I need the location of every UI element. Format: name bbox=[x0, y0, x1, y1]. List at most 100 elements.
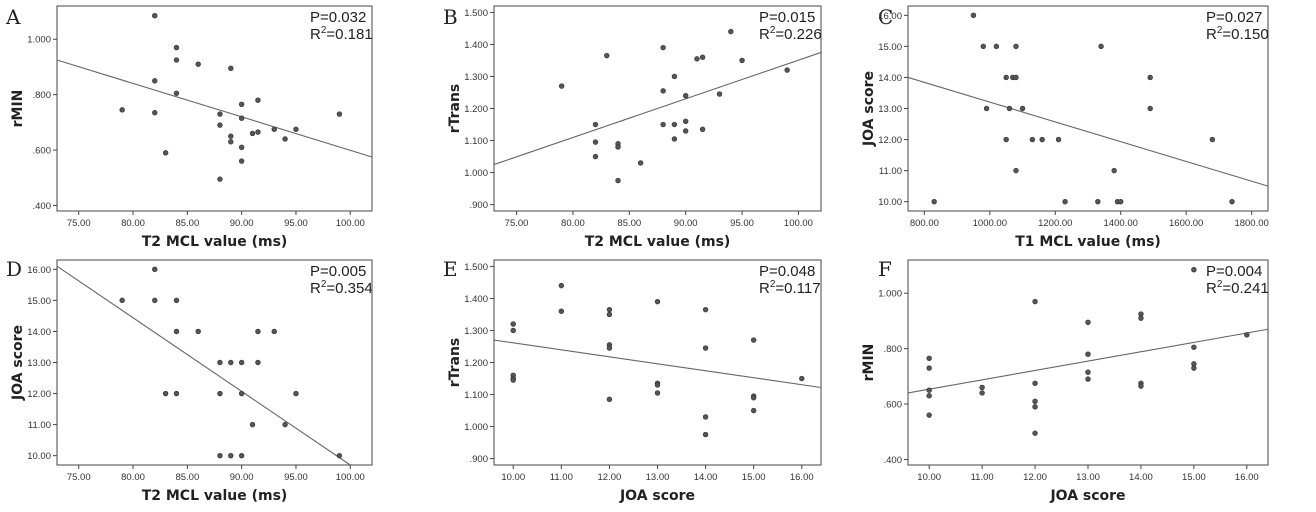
r-squared: R2=0.226 bbox=[759, 25, 822, 43]
data-point bbox=[983, 105, 990, 112]
y-tick-label: 1.000 bbox=[27, 35, 51, 46]
data-point bbox=[510, 321, 516, 327]
y-axis-label: rTrans bbox=[447, 84, 463, 134]
data-point bbox=[993, 43, 1000, 50]
x-tick-label: 13.00 bbox=[1076, 472, 1100, 483]
data-point bbox=[119, 107, 125, 113]
y-tick-label: 16.00 bbox=[878, 11, 902, 22]
data-point bbox=[1138, 315, 1144, 321]
y-tick-label: 14.00 bbox=[27, 327, 51, 338]
regression-line bbox=[56, 59, 373, 158]
data-point bbox=[217, 452, 223, 459]
data-point bbox=[217, 122, 223, 128]
data-point bbox=[694, 56, 700, 62]
data-point bbox=[1111, 167, 1117, 174]
x-tick-label: 16.00 bbox=[1235, 472, 1259, 483]
data-point bbox=[970, 12, 977, 19]
data-point bbox=[1138, 383, 1144, 389]
data-point bbox=[654, 382, 661, 388]
plot-frame bbox=[56, 259, 373, 466]
x-tick-label: 1000.00 bbox=[973, 218, 1007, 229]
panel-c: C 800.00 1000.00 1200.00 1400.00 1600.00 1800.… bbox=[861, 5, 1269, 250]
data-point bbox=[926, 365, 932, 371]
x-tick-label: 1800.00 bbox=[1234, 218, 1268, 229]
x-tick-label: 1600.00 bbox=[1169, 218, 1203, 229]
data-point bbox=[173, 297, 180, 304]
x-tick-label: 15.00 bbox=[1182, 472, 1206, 483]
data-point bbox=[702, 345, 709, 351]
data-point bbox=[173, 90, 180, 96]
data-point bbox=[750, 395, 757, 401]
y-tick-label: 1.100 bbox=[464, 390, 488, 401]
r-squared: R2=0.150 bbox=[1206, 25, 1269, 43]
panel-letter: A bbox=[5, 5, 21, 29]
data-point bbox=[926, 387, 932, 393]
panel-d: D 75.00 80.00 85.00 90.00 95.00 100.00 10.00 11.… bbox=[6, 257, 373, 504]
data-point bbox=[1147, 74, 1153, 81]
data-point bbox=[1032, 398, 1038, 404]
y-axis-label: JOA score bbox=[10, 325, 26, 401]
panel-f: F 10.00 11.00 12.00 13.00 14.00 15.00 16.00 .400… bbox=[861, 257, 1269, 504]
data-point bbox=[217, 111, 223, 117]
data-point bbox=[716, 91, 723, 97]
y-tick-label: 1.200 bbox=[464, 104, 488, 115]
data-point bbox=[682, 128, 689, 134]
data-point bbox=[592, 139, 599, 145]
x-tick-label: 95.00 bbox=[284, 218, 308, 229]
data-point bbox=[606, 396, 613, 403]
x-tick-label: 85.00 bbox=[175, 218, 199, 229]
data-point bbox=[255, 359, 261, 366]
y-tick-label: .900 bbox=[470, 454, 489, 465]
x-tick-label: 12.00 bbox=[1023, 472, 1047, 483]
x-tick-label: 100.00 bbox=[336, 472, 365, 483]
data-point bbox=[660, 88, 666, 94]
data-point bbox=[1085, 351, 1091, 357]
p-value: P=0.005 bbox=[310, 263, 366, 280]
x-tick-label: 80.00 bbox=[121, 472, 145, 483]
data-point bbox=[1019, 105, 1026, 112]
x-tick-label: 1200.00 bbox=[1038, 218, 1072, 229]
x-axis-label: JOA score bbox=[1049, 488, 1125, 504]
y-tick-label: 16.00 bbox=[27, 265, 51, 276]
r-squared: R2=0.181 bbox=[310, 25, 373, 43]
data-point bbox=[271, 328, 277, 335]
x-tick-label: 100.00 bbox=[784, 218, 813, 229]
data-point bbox=[238, 452, 245, 459]
data-point bbox=[1147, 105, 1153, 112]
x-tick-label: 11.00 bbox=[971, 472, 994, 483]
y-tick-label: 1.000 bbox=[464, 422, 488, 433]
regression-line bbox=[493, 51, 822, 166]
x-tick-label: 75.00 bbox=[67, 472, 91, 483]
data-point bbox=[682, 92, 689, 99]
data-point bbox=[152, 109, 158, 116]
y-tick-label: 15.00 bbox=[27, 296, 51, 307]
y-tick-label: .400 bbox=[33, 201, 52, 212]
data-point bbox=[255, 129, 261, 135]
y-tick-label: 1.400 bbox=[464, 294, 488, 305]
y-tick-label: 13.00 bbox=[878, 104, 902, 115]
data-point bbox=[979, 384, 985, 391]
x-tick-label: 95.00 bbox=[730, 218, 754, 229]
regression-line bbox=[907, 328, 1269, 394]
data-point bbox=[271, 126, 277, 132]
data-point bbox=[1062, 198, 1068, 205]
data-point bbox=[173, 390, 180, 397]
y-tick-label: 1.500 bbox=[464, 8, 488, 19]
data-point bbox=[604, 52, 610, 59]
data-point bbox=[637, 160, 644, 166]
data-point bbox=[1032, 404, 1038, 410]
x-tick-label: 11.00 bbox=[550, 472, 573, 483]
y-tick-label: .600 bbox=[884, 400, 903, 411]
x-tick-label: 10.00 bbox=[917, 472, 941, 483]
data-point bbox=[1191, 266, 1197, 273]
y-tick-label: .800 bbox=[884, 344, 903, 355]
panel-letter: C bbox=[878, 5, 893, 29]
data-point bbox=[336, 452, 343, 459]
x-tick-label: 15.00 bbox=[742, 472, 766, 483]
data-point bbox=[654, 298, 661, 305]
y-tick-label: 1.000 bbox=[464, 168, 488, 179]
data-point bbox=[702, 306, 709, 313]
y-axis-label: JOA score bbox=[861, 71, 877, 147]
data-point bbox=[1013, 167, 1019, 174]
data-point bbox=[162, 390, 169, 397]
